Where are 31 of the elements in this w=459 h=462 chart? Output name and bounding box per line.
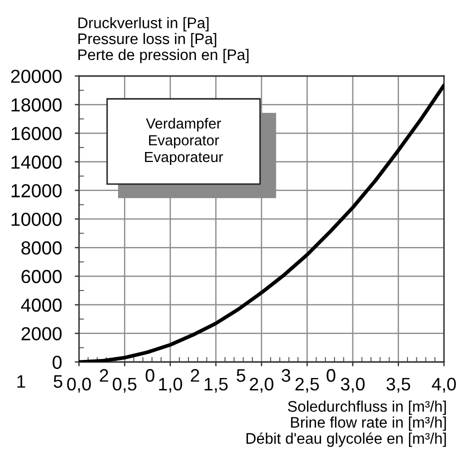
y-tick-label: 14000: [12, 156, 62, 169]
x-tick-label: 3,5: [386, 378, 410, 393]
text: 2: [100, 369, 108, 382]
y-tick-label: 6000: [22, 270, 62, 284]
x-tick-label: 0,0: [67, 378, 91, 393]
y-tick-label: 0: [52, 356, 62, 369]
x-tick-label: 0,5: [112, 378, 136, 393]
x-tick-label: 1,0: [159, 378, 182, 393]
y-tick-label: 10000: [12, 212, 62, 226]
text: 5: [236, 369, 246, 382]
x-tick-label: 2,5: [295, 378, 319, 393]
x-tick-label: 1,5: [204, 378, 228, 393]
y-tick-label: 12000: [12, 184, 62, 198]
y-tick-label: 8000: [21, 241, 62, 255]
y-tick-label: 20000: [11, 70, 62, 83]
y-axis-title: Druckverlust in [Pa] Pressure loss in [Pa] Perte de pression en [Pa]: [78, 17, 248, 64]
text: 1: [17, 375, 26, 388]
text: 3: [282, 369, 290, 382]
text: 0: [146, 369, 154, 382]
x-tick-label: 2,0: [250, 378, 274, 393]
y-tick-label: 18000: [12, 98, 62, 112]
y-tick-label: 16000: [12, 126, 62, 140]
annotation: Verdampfer Evaporator Evaporateur: [145, 118, 224, 166]
y-tick-label: 2000: [22, 327, 62, 340]
x-tick-label: 4,0: [432, 378, 456, 393]
y-tick-label: 4000: [21, 298, 62, 312]
text: 2: [190, 369, 200, 382]
text: 0: [326, 369, 336, 382]
x-axis-title: Soledurchfluss in [m³/h] Brine flow rate in [m³/h] Débit d'eau glycolée en [m³/h]: [246, 400, 446, 447]
x-tick-label: 3,0: [340, 378, 365, 393]
text: 5: [54, 375, 62, 388]
